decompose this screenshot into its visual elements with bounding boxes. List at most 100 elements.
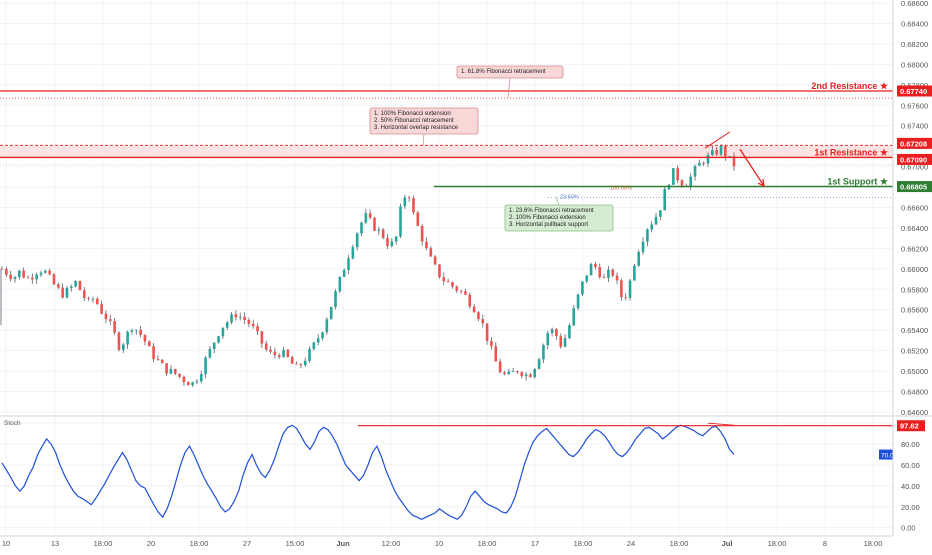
stoch-badge (897, 420, 925, 432)
candle-body (256, 326, 259, 332)
price-tick-label: 0.65800 (901, 285, 928, 294)
candle-body (65, 287, 69, 298)
stoch-tick-label: 40.00 (901, 482, 920, 491)
candle-body (477, 312, 480, 320)
candle-body (559, 336, 563, 347)
stoch-current-label: 70.0 (881, 453, 894, 460)
candle-body (624, 296, 628, 298)
stoch-tick-label: 20.00 (901, 503, 920, 512)
candle-body (581, 281, 584, 295)
time-tick-label: 18:00 (768, 539, 787, 548)
candle-body (429, 248, 433, 257)
candle-body (329, 306, 333, 320)
candle-body (546, 333, 550, 346)
candle-body (165, 363, 168, 374)
candle-body (308, 348, 311, 361)
candle-body (95, 298, 99, 304)
candle-body (316, 338, 320, 343)
time-tick-label: 18:00 (94, 539, 113, 548)
candle-body (377, 229, 381, 231)
candle-body (195, 381, 199, 383)
price-badge-label: 0.67740 (900, 87, 927, 96)
candle-body (490, 340, 493, 347)
candle-body (230, 314, 233, 323)
candle-body (433, 256, 437, 265)
candle-body (251, 323, 255, 327)
candle-body (78, 280, 82, 291)
time-tick-label: Jun (336, 539, 350, 548)
candle-body (303, 360, 307, 366)
candle-body (407, 197, 411, 199)
projection-arrow-line (739, 148, 765, 187)
candle-body (277, 355, 281, 357)
candle-body (663, 189, 666, 211)
time-tick-label: 18:00 (190, 539, 209, 548)
candle-body (494, 346, 498, 362)
candle-body (282, 349, 285, 357)
candle-body (628, 280, 632, 298)
candle-body (594, 264, 597, 268)
candle-body (732, 156, 736, 167)
candle-body (338, 276, 342, 292)
candle-body (524, 374, 528, 377)
price-badge (897, 181, 932, 193)
candle-body (82, 290, 86, 299)
candle-body (191, 382, 194, 386)
candle-body (537, 359, 541, 369)
candle-body (420, 225, 424, 242)
candle-body (334, 291, 337, 307)
price-tick-label: 0.65400 (901, 326, 928, 335)
time-tick-label: 18:00 (574, 539, 593, 548)
price-tick-label: 0.68600 (901, 0, 928, 8)
candle-body (217, 336, 220, 343)
candle-body (693, 165, 697, 177)
candle-body (689, 176, 692, 187)
candle-body (22, 270, 25, 278)
candle-body (676, 168, 679, 181)
candle-body (130, 330, 134, 332)
price-tick-label: 0.67600 (901, 101, 928, 110)
time-tick-label: 17 (531, 539, 539, 548)
price-tick-label: 0.65600 (901, 306, 928, 315)
candle-body (403, 197, 407, 207)
candle-body (442, 277, 446, 282)
candle-body (589, 264, 593, 276)
candle-body (542, 345, 545, 360)
candle-body (173, 368, 177, 374)
candle-body (290, 356, 294, 364)
candle-body (481, 319, 485, 324)
candle-body (646, 229, 649, 242)
candle-body (498, 361, 502, 373)
price-tick-label: 0.64600 (901, 408, 928, 417)
candle-body (351, 247, 355, 259)
candle-body (39, 272, 43, 275)
candle-body (70, 286, 73, 288)
candle-body (260, 331, 264, 344)
price-tick-label: 0.67000 (901, 163, 928, 172)
annotation-box (369, 107, 479, 135)
stoch-line (1, 424, 735, 521)
candle-body (572, 308, 576, 326)
fib-100-label: 100.00% (610, 186, 632, 192)
candle-body (702, 162, 705, 164)
candle-body (507, 371, 511, 375)
candle-body (26, 277, 30, 279)
candle-body (468, 294, 472, 307)
candle-body (121, 344, 125, 350)
stoch-badge-label: 97.62 (900, 422, 919, 431)
candle-body (48, 270, 51, 275)
candle-body (706, 154, 710, 164)
pattern-line (704, 131, 731, 149)
candle-body (611, 269, 615, 276)
projection-arrow-head (757, 178, 765, 188)
candle-body (598, 267, 602, 278)
stoch-current-badge (879, 449, 893, 460)
time-tick-label: 10 (2, 539, 10, 548)
candle-body (186, 382, 190, 386)
price-tick-label: 0.68000 (901, 60, 928, 69)
candle-body (18, 270, 21, 278)
candle-body (182, 376, 186, 383)
candle-body (503, 372, 506, 375)
